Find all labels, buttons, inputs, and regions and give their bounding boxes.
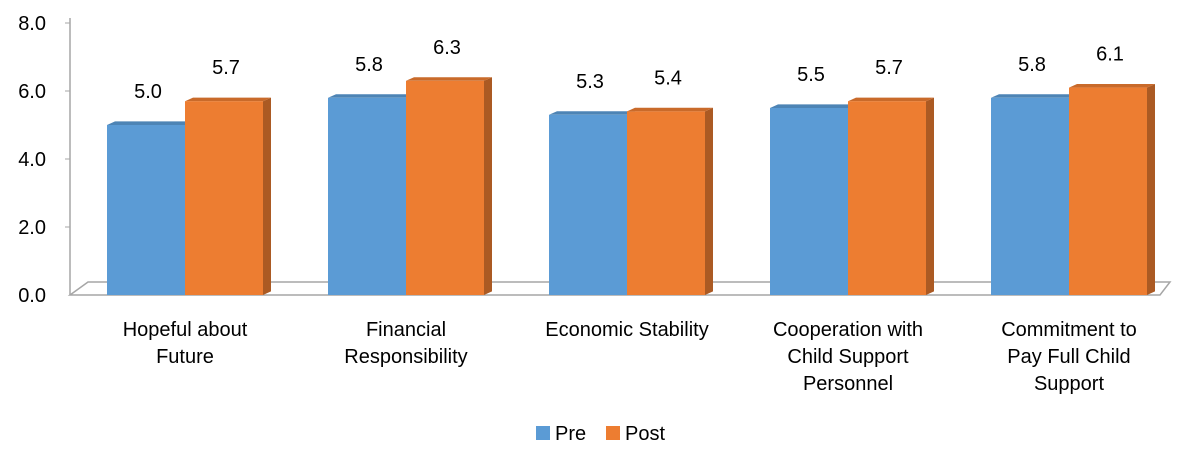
bar-post <box>185 97 271 295</box>
x-category-label: Financial Responsibility <box>344 319 467 368</box>
bar-pre <box>107 121 193 296</box>
y-tick-label: 6.0 <box>18 81 46 103</box>
data-label-post: 6.1 <box>1096 44 1124 66</box>
bar-pre <box>328 94 414 295</box>
chart-data-labels: 5.0 5.7 5.8 6.3 5.3 5.4 5.5 5.7 5.8 6.1 <box>134 37 1124 103</box>
bar-post <box>406 77 492 295</box>
data-label-post: 5.7 <box>875 57 903 79</box>
y-tick-label: 2.0 <box>18 217 46 239</box>
y-tick-label: 0.0 <box>18 285 46 307</box>
y-tick-label: 4.0 <box>18 149 46 171</box>
data-label-post: 5.4 <box>654 67 682 89</box>
x-category-label: Cooperation with Child Support Personnel <box>773 319 923 395</box>
bar-post <box>627 107 713 296</box>
data-label-pre: 5.8 <box>1018 54 1046 76</box>
bar-post <box>1069 84 1155 295</box>
chart-legend: Pre Post <box>536 423 665 445</box>
bar-pre <box>770 104 856 296</box>
data-label-pre: 5.8 <box>355 54 383 76</box>
data-label-pre: 5.0 <box>134 81 162 103</box>
bar-pre <box>991 94 1077 295</box>
data-label-post: 6.3 <box>433 37 461 59</box>
legend-item-pre: Pre <box>536 423 586 445</box>
legend-swatch <box>536 426 550 440</box>
data-label-post: 5.7 <box>212 57 240 79</box>
legend-item-post: Post <box>606 423 665 445</box>
chart-bars <box>107 77 1155 296</box>
data-label-pre: 5.3 <box>576 71 604 93</box>
bar-post <box>848 97 934 295</box>
x-category-label: Economic Stability <box>545 319 708 341</box>
legend-label: Post <box>625 423 665 445</box>
data-label-pre: 5.5 <box>797 64 825 86</box>
bar-pre <box>549 111 635 295</box>
chart-category-labels: Hopeful about Future Financial Responsibili… <box>123 319 1137 395</box>
y-tick-label: 8.0 <box>18 13 46 35</box>
legend-label: Pre <box>555 423 586 445</box>
legend-swatch <box>606 426 620 440</box>
x-category-label: Hopeful about Future <box>123 319 248 368</box>
x-category-label: Commitment to Pay Full Child Support <box>1001 319 1137 395</box>
